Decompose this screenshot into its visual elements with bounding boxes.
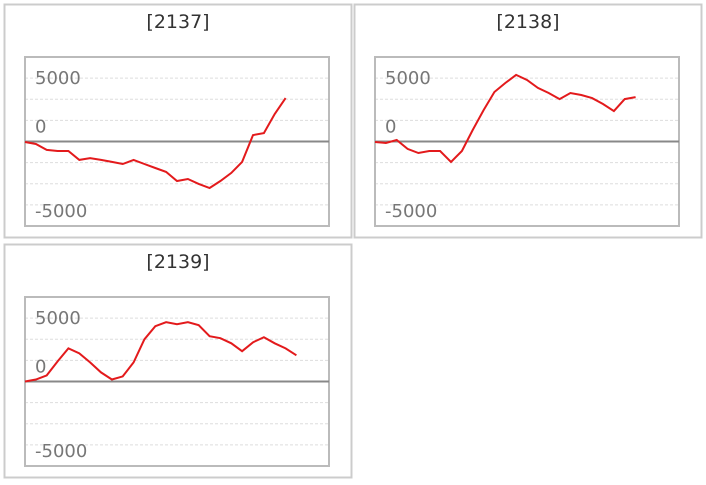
y-tick-label: 5000 [35, 308, 81, 329]
chart-title: [2139] [146, 251, 209, 273]
panel [353, 3, 703, 239]
data-line [374, 73, 636, 164]
y-tick-label: 5000 [385, 68, 431, 89]
chart-title: [2138] [496, 11, 559, 33]
y-tick-label: -5000 [35, 201, 87, 222]
panel [3, 243, 353, 479]
data-line [24, 97, 287, 190]
panel [3, 3, 353, 239]
y-tick-label: 0 [385, 117, 396, 138]
y-tick-label: 0 [35, 117, 46, 138]
y-tick-label: -5000 [35, 441, 87, 462]
y-tick-label: 5000 [35, 68, 81, 89]
y-tick-label: 0 [35, 357, 46, 378]
chart-title: [2137] [146, 11, 209, 33]
data-line [24, 321, 297, 383]
y-tick-label: -5000 [385, 201, 437, 222]
